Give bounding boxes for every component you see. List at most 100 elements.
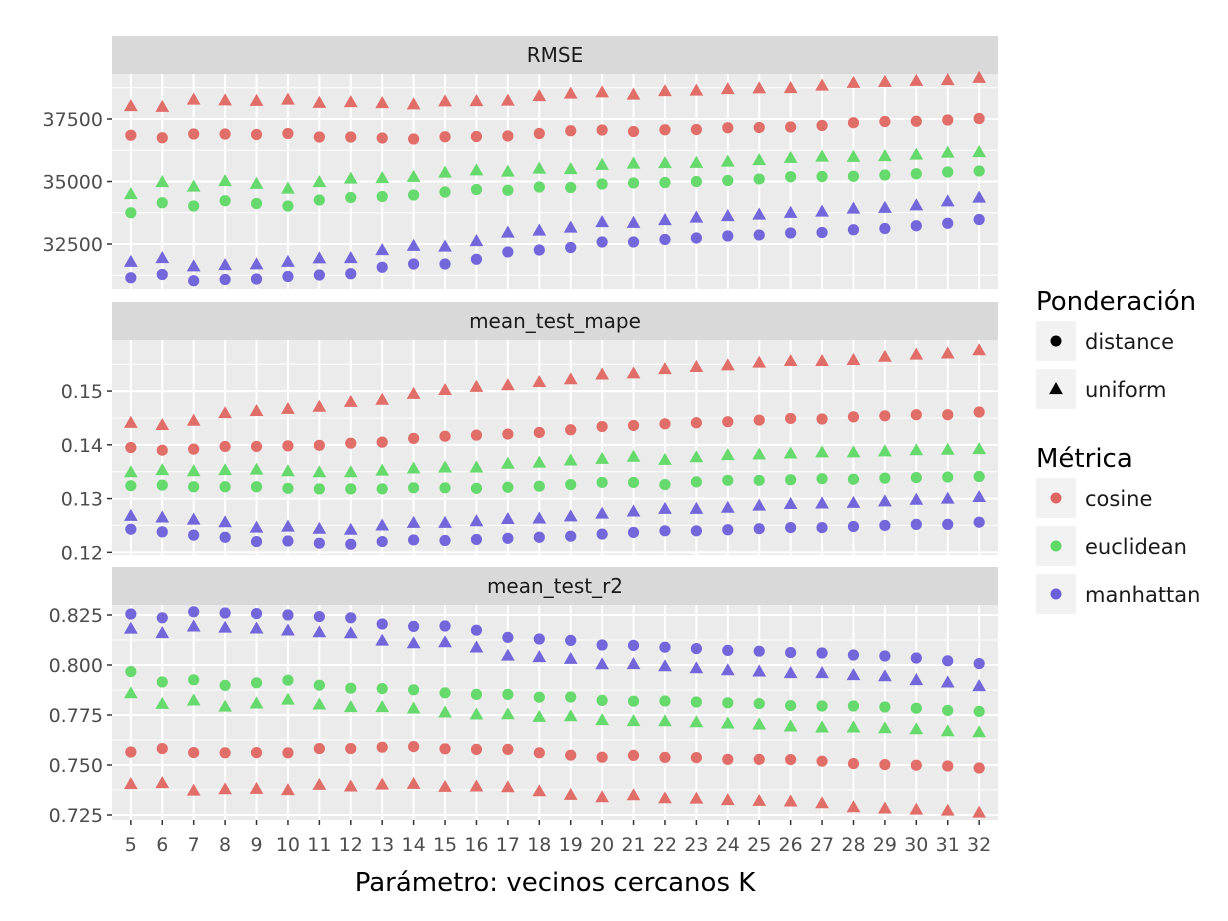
series-cosine-uniform [123, 343, 987, 430]
point-manhattan-distance [879, 650, 891, 662]
point-euclidean-distance [753, 474, 765, 486]
point-euclidean-distance [910, 472, 922, 484]
point-manhattan-distance [973, 213, 985, 226]
point-euclidean-uniform [469, 460, 484, 473]
point-cosine-distance [345, 743, 357, 755]
point-cosine-uniform [846, 352, 861, 365]
point-cosine-uniform [438, 383, 452, 396]
point-manhattan-uniform [658, 659, 672, 672]
point-cosine-uniform [532, 374, 547, 387]
point-manhattan-uniform [218, 258, 232, 271]
point-euclidean-uniform [218, 463, 232, 476]
point-euclidean-uniform [563, 453, 578, 466]
point-euclidean-uniform [406, 701, 421, 714]
point-euclidean-uniform [532, 709, 547, 722]
x-tick-label: 28 [841, 834, 865, 856]
point-euclidean-uniform [909, 147, 924, 160]
point-manhattan-uniform [972, 489, 987, 503]
series-manhattan-uniform [123, 190, 987, 272]
x-tick-label: 29 [873, 834, 897, 856]
point-manhattan-distance [910, 518, 922, 530]
point-manhattan-distance [722, 230, 734, 242]
point-euclidean-uniform [500, 707, 515, 720]
point-cosine-distance [816, 413, 828, 425]
point-manhattan-distance [156, 526, 168, 538]
point-manhattan-distance [533, 531, 545, 543]
point-euclidean-distance [565, 691, 577, 703]
point-manhattan-uniform [626, 215, 641, 228]
point-cosine-distance [250, 128, 263, 141]
point-manhattan-distance [847, 520, 860, 533]
y-tick-label: 35000 [43, 172, 103, 194]
y-tick-label: 0.15 [61, 381, 103, 403]
point-cosine-distance [376, 436, 388, 448]
x-tick-label: 14 [402, 834, 426, 856]
point-euclidean-uniform [658, 156, 672, 169]
point-cosine-uniform [375, 392, 390, 405]
panel-mean_test_mape: mean_test_mape 0.12 0.13 0.14 0.15 [61, 302, 998, 564]
x-tick-label: 7 [188, 834, 200, 856]
point-euclidean-distance [313, 483, 325, 495]
point-manhattan-uniform [249, 621, 264, 634]
legend-key-triangle [1049, 382, 1063, 395]
point-manhattan-distance [910, 652, 922, 664]
point-manhattan-distance [313, 537, 325, 549]
point-cosine-distance [722, 416, 734, 428]
point-cosine-uniform [720, 82, 735, 95]
point-euclidean-uniform [846, 720, 861, 733]
point-cosine-distance [313, 131, 325, 143]
point-manhattan-distance [785, 647, 797, 659]
point-euclidean-uniform [783, 719, 798, 732]
point-cosine-distance [439, 743, 451, 755]
facet-strip-label: RMSE [527, 43, 583, 67]
point-cosine-uniform [186, 92, 201, 105]
point-euclidean-distance [219, 195, 231, 207]
point-manhattan-uniform [595, 506, 610, 519]
point-cosine-uniform [532, 784, 547, 797]
x-tick-label: 30 [904, 834, 928, 856]
point-cosine-uniform [406, 97, 421, 110]
point-manhattan-uniform [312, 625, 327, 638]
point-cosine-distance [816, 119, 828, 132]
point-manhattan-uniform [689, 661, 704, 674]
x-tick-label: 13 [370, 834, 394, 856]
panel-mean_test_r2: mean_test_r2 0.725 0.750 0.775 0.800 0.825 [49, 567, 998, 827]
point-euclidean-uniform [375, 171, 390, 184]
point-euclidean-distance [156, 479, 168, 491]
point-cosine-uniform [312, 95, 327, 108]
x-tick-label: 6 [156, 834, 168, 856]
point-manhattan-uniform [186, 619, 201, 632]
point-euclidean-distance [722, 174, 734, 187]
point-manhattan-distance [470, 533, 483, 546]
point-euclidean-distance [533, 480, 545, 492]
point-cosine-uniform [469, 779, 484, 792]
point-cosine-distance [627, 125, 640, 138]
point-manhattan-uniform [940, 675, 955, 688]
point-euclidean-distance [879, 701, 891, 713]
point-euclidean-uniform [626, 156, 641, 169]
point-manhattan-distance [470, 253, 483, 265]
point-manhattan-distance [816, 647, 828, 659]
x-tick-label: 27 [810, 834, 834, 856]
point-euclidean-distance [596, 178, 608, 190]
point-manhattan-distance [156, 268, 168, 281]
point-euclidean-distance [816, 170, 828, 183]
point-cosine-uniform [626, 788, 641, 801]
point-manhattan-distance [753, 229, 765, 241]
point-euclidean-distance [847, 170, 860, 182]
point-manhattan-distance [376, 535, 388, 548]
point-manhattan-uniform [658, 213, 672, 226]
point-manhattan-distance [659, 233, 671, 246]
point-cosine-uniform [375, 96, 390, 109]
point-manhattan-distance [376, 618, 388, 630]
point-euclidean-uniform [375, 700, 390, 713]
point-cosine-uniform [752, 81, 767, 94]
point-cosine-uniform [312, 399, 327, 412]
point-cosine-uniform [815, 78, 829, 91]
point-cosine-uniform [972, 343, 987, 356]
point-cosine-distance [879, 115, 891, 128]
point-euclidean-uniform [752, 717, 767, 730]
point-manhattan-uniform [720, 663, 735, 676]
point-cosine-uniform [815, 796, 829, 809]
point-euclidean-uniform [720, 448, 735, 461]
